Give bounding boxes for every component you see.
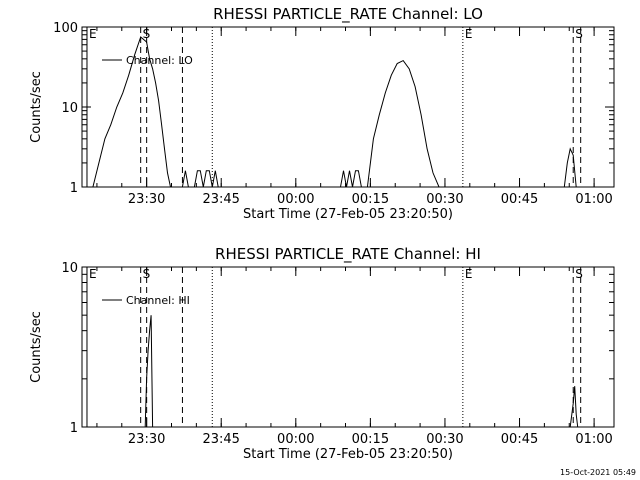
chart1-event-marker-label: E xyxy=(89,27,97,41)
chart2-series-line xyxy=(144,315,579,428)
chart1-x-tick-label: 00:30 xyxy=(426,192,463,207)
chart1-event-marker-label: S xyxy=(575,27,583,41)
chart1-x-tick-label: 00:15 xyxy=(352,192,389,207)
chart1-x-tick-label: 23:30 xyxy=(128,192,165,207)
chart2-title: RHESSI PARTICLE_RATE Channel: HI xyxy=(215,245,481,264)
chart2-legend-label: Channel: HI xyxy=(126,294,190,307)
chart2-plot-frame xyxy=(81,266,615,428)
chart2-event-marker-label: S xyxy=(575,267,583,281)
chart2-event-marker-label: E xyxy=(465,267,473,281)
chart2-y-tick-label: 10 xyxy=(61,261,78,276)
chart1-x-tick-label: 23:45 xyxy=(202,192,239,207)
chart2-x-tick-label: 23:30 xyxy=(128,432,165,447)
chart1-y-tick-label: 100 xyxy=(53,21,78,36)
chart1-y-axis-label: Counts/sec xyxy=(29,71,44,143)
chart1-series-line xyxy=(92,36,577,188)
chart1-legend-label: Channel: LO xyxy=(126,54,193,67)
chart2-x-tick-label: 23:45 xyxy=(202,432,239,447)
chart2-x-axis-label: Start Time (27-Feb-05 23:20:50) xyxy=(243,447,453,462)
chart1-title: RHESSI PARTICLE_RATE Channel: LO xyxy=(213,5,483,24)
chart1-plot-frame xyxy=(81,26,615,188)
chart2-x-tick-label: 00:30 xyxy=(426,432,463,447)
chart1-x-tick-label: 00:00 xyxy=(277,192,314,207)
chart2-y-tick-label: 1 xyxy=(70,421,78,436)
chart1-y-tick-label: 1 xyxy=(70,181,78,196)
chart2-y-axis-label: Counts/sec xyxy=(29,311,44,383)
chart2-x-tick-label: 01:00 xyxy=(575,432,612,447)
chart1-x-tick-label: 01:00 xyxy=(575,192,612,207)
chart2-event-marker-label: E xyxy=(89,267,97,281)
chart1-y-tick-label: 10 xyxy=(61,101,78,116)
chart2-x-tick-label: 00:45 xyxy=(501,432,538,447)
chart2-x-tick-label: 00:15 xyxy=(352,432,389,447)
footer-timestamp: 15-Oct-2021 05:49 xyxy=(560,468,636,477)
chart1-x-tick-label: 00:45 xyxy=(501,192,538,207)
chart2-event-marker-label: S xyxy=(143,267,151,281)
chart2-x-tick-label: 00:00 xyxy=(277,432,314,447)
chart1-event-marker-label: E xyxy=(465,27,473,41)
chart1-x-axis-label: Start Time (27-Feb-05 23:20:50) xyxy=(243,207,453,222)
chart1-event-marker-label: S xyxy=(143,27,151,41)
